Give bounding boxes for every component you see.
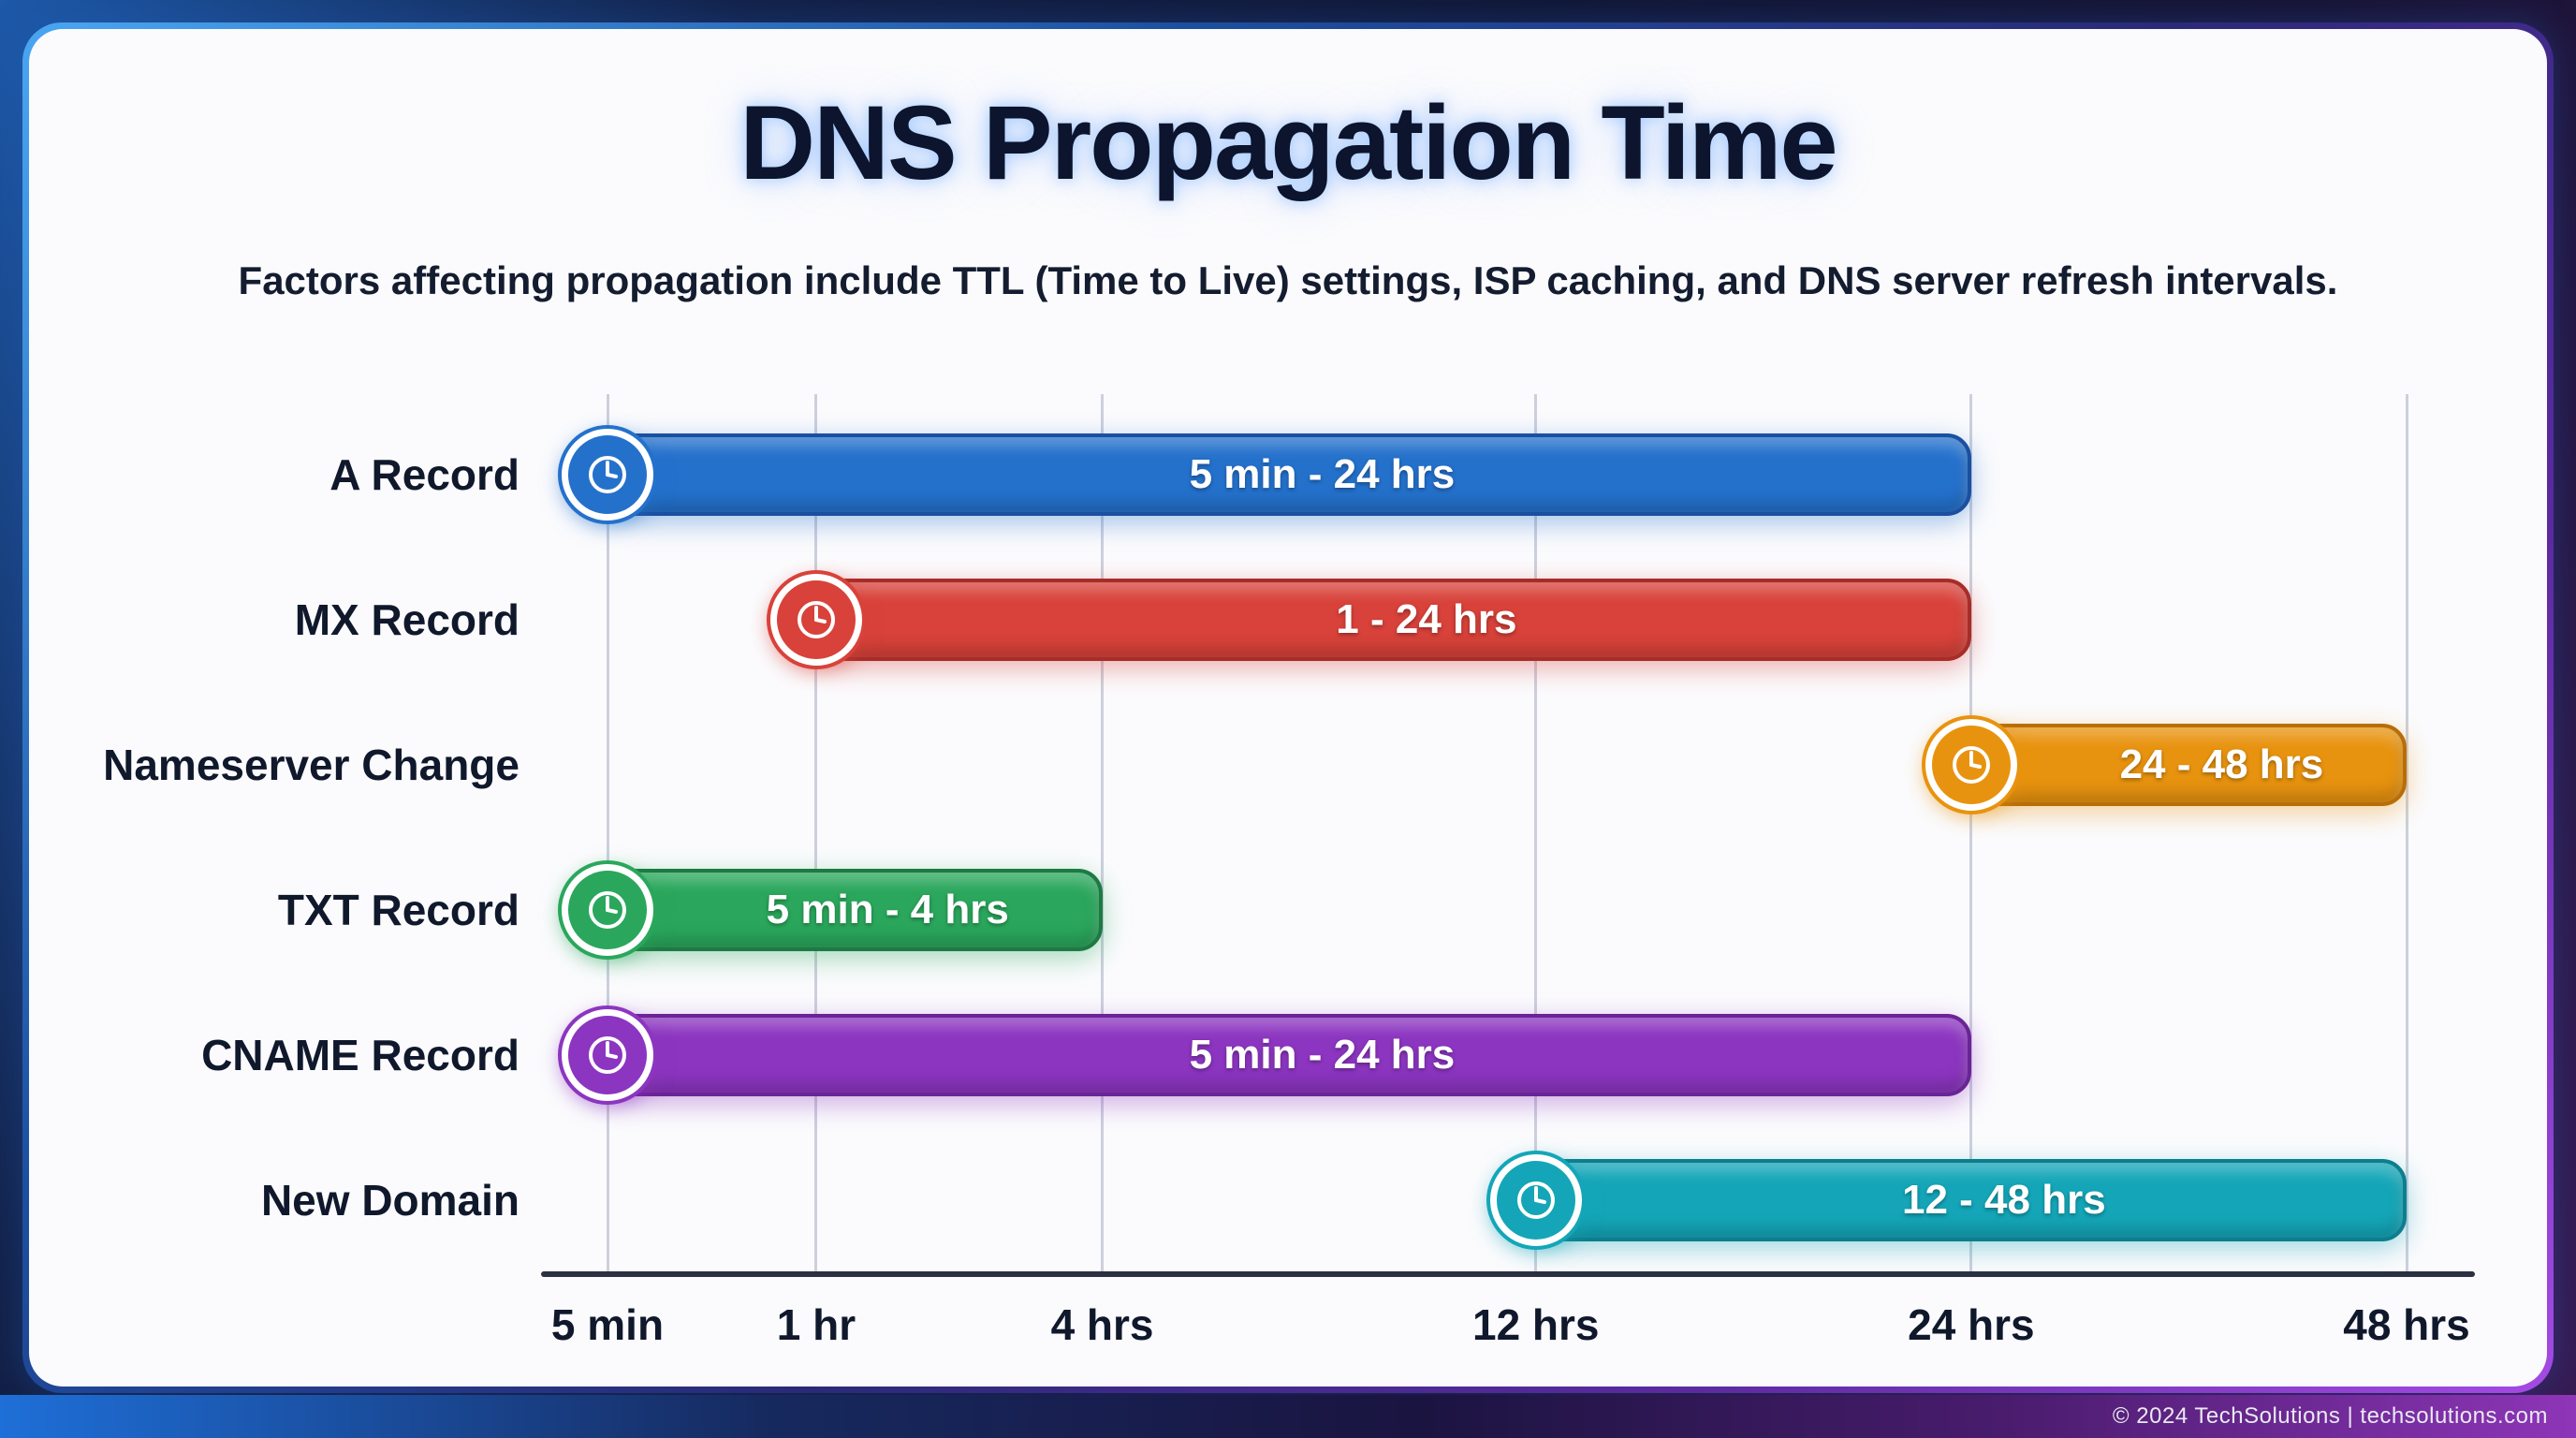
bar-value-label: 5 min - 24 hrs bbox=[1189, 451, 1456, 497]
footer-credit-text: © 2024 TechSolutions | techsolutions.com bbox=[2112, 1403, 2548, 1429]
clock-icon bbox=[769, 574, 862, 666]
clock-icon bbox=[562, 429, 653, 521]
axis-tick-label: 4 hrs bbox=[1050, 1300, 1154, 1349]
row-label: CNAME Record bbox=[201, 1031, 520, 1079]
range-bar: 24 - 48 hrs bbox=[1970, 724, 2407, 806]
page-subtitle: Factors affecting propagation include TT… bbox=[238, 258, 2338, 302]
axis-tick-label: 12 hrs bbox=[1471, 1300, 1600, 1349]
bar-value-label: 5 min - 4 hrs bbox=[766, 887, 1009, 932]
gridline bbox=[1534, 394, 1538, 1271]
row-label: A Record bbox=[329, 450, 520, 499]
range-bar: 12 - 48 hrs bbox=[1535, 1159, 2407, 1241]
row-label: New Domain bbox=[260, 1176, 520, 1225]
bar-value-label: 24 - 48 hrs bbox=[2119, 741, 2324, 787]
axis-tick-label: 48 hrs bbox=[2343, 1300, 2470, 1349]
axis-tick-label: 5 min bbox=[550, 1300, 665, 1349]
page-title: DNS Propagation Time bbox=[739, 84, 1837, 201]
row-label: MX Record bbox=[294, 595, 520, 644]
card-gradient-border bbox=[22, 22, 2554, 1393]
bar-value-label: 1 - 24 hrs bbox=[1336, 596, 1517, 642]
gridline bbox=[1969, 394, 1973, 1271]
row-label: TXT Record bbox=[277, 886, 520, 934]
clock-icon bbox=[1489, 1154, 1582, 1246]
gridline bbox=[606, 394, 609, 1271]
row-label: Nameserver Change bbox=[103, 741, 520, 789]
gridline bbox=[814, 394, 818, 1271]
footer-bar: © 2024 TechSolutions | techsolutions.com bbox=[0, 1395, 2576, 1438]
axis-tick-label: 24 hrs bbox=[1908, 1300, 2035, 1349]
range-bar: 5 min - 4 hrs bbox=[607, 869, 1103, 951]
x-axis-line bbox=[541, 1271, 2475, 1277]
axis-tick-label: 1 hr bbox=[776, 1300, 856, 1349]
gridline bbox=[1101, 394, 1105, 1271]
clock-icon bbox=[562, 864, 653, 956]
bar-value-label: 12 - 48 hrs bbox=[1902, 1177, 2106, 1223]
clock-icon bbox=[1925, 719, 2017, 811]
range-bar: 5 min - 24 hrs bbox=[607, 1014, 1971, 1096]
clock-icon bbox=[562, 1009, 653, 1101]
range-bar: 5 min - 24 hrs bbox=[607, 433, 1971, 516]
range-bar: 1 - 24 hrs bbox=[815, 579, 1971, 661]
gridline bbox=[2405, 394, 2408, 1271]
bar-value-label: 5 min - 24 hrs bbox=[1189, 1032, 1456, 1078]
